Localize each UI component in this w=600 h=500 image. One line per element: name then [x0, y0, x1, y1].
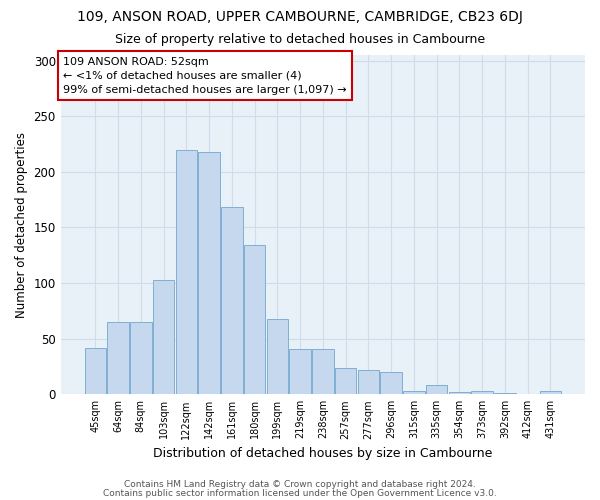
- Bar: [335, 368, 356, 394]
- Bar: [449, 392, 470, 394]
- X-axis label: Distribution of detached houses by size in Cambourne: Distribution of detached houses by size …: [153, 447, 493, 460]
- Bar: [244, 245, 265, 394]
- Text: Size of property relative to detached houses in Cambourne: Size of property relative to detached ho…: [115, 32, 485, 46]
- Bar: [471, 391, 493, 394]
- Bar: [107, 322, 129, 394]
- Bar: [266, 318, 288, 394]
- Bar: [130, 322, 152, 394]
- Y-axis label: Number of detached properties: Number of detached properties: [15, 132, 28, 318]
- Bar: [153, 280, 175, 394]
- Bar: [426, 386, 448, 394]
- Text: Contains public sector information licensed under the Open Government Licence v3: Contains public sector information licen…: [103, 490, 497, 498]
- Text: 109, ANSON ROAD, UPPER CAMBOURNE, CAMBRIDGE, CB23 6DJ: 109, ANSON ROAD, UPPER CAMBOURNE, CAMBRI…: [77, 10, 523, 24]
- Bar: [289, 348, 311, 395]
- Bar: [312, 348, 334, 395]
- Text: Contains HM Land Registry data © Crown copyright and database right 2024.: Contains HM Land Registry data © Crown c…: [124, 480, 476, 489]
- Bar: [403, 391, 425, 394]
- Bar: [221, 208, 242, 394]
- Bar: [198, 152, 220, 394]
- Bar: [494, 393, 515, 394]
- Text: 109 ANSON ROAD: 52sqm
← <1% of detached houses are smaller (4)
99% of semi-detac: 109 ANSON ROAD: 52sqm ← <1% of detached …: [63, 56, 347, 94]
- Bar: [539, 391, 561, 394]
- Bar: [85, 348, 106, 395]
- Bar: [358, 370, 379, 394]
- Bar: [176, 150, 197, 394]
- Bar: [380, 372, 402, 394]
